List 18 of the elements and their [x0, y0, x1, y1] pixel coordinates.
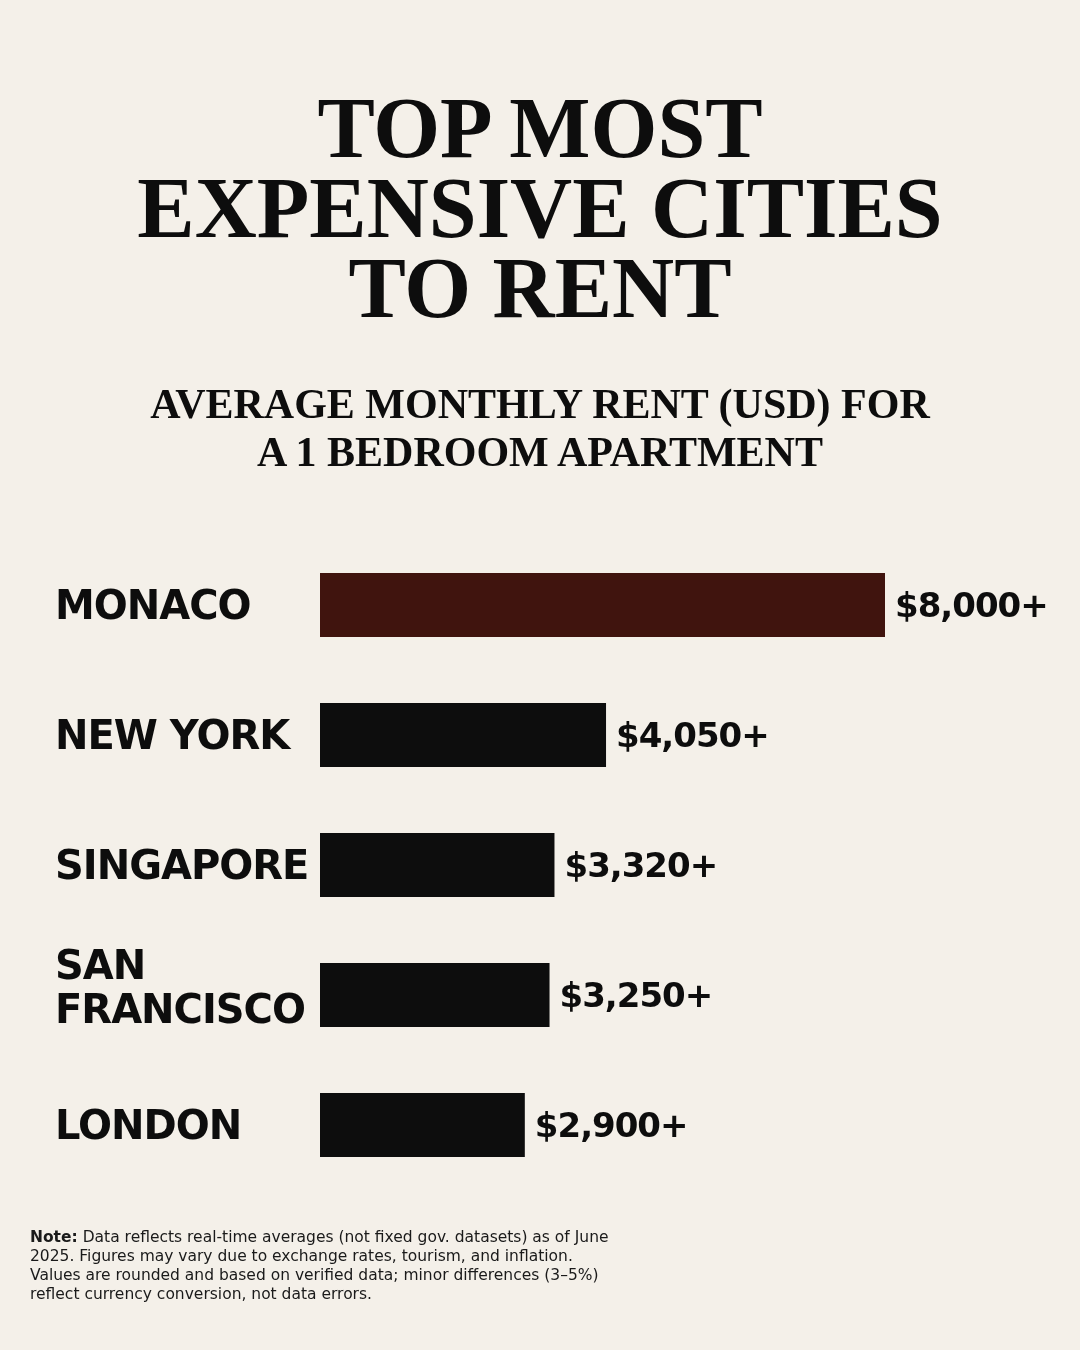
data-label: $2,900+	[534, 1105, 688, 1146]
y-tick-label: MONACO	[55, 582, 251, 628]
bar	[320, 1093, 525, 1157]
chart-subtitle: AVERAGE MONTHLY RENT (USD) FOR A 1 BEDROOM APARTMENT	[149, 380, 932, 476]
data-label: $3,320+	[564, 845, 718, 886]
y-tick-label: SAN FRANCISCO	[55, 942, 305, 1032]
bar	[320, 703, 607, 767]
bar	[320, 833, 555, 897]
y-tick-label: LONDON	[55, 1102, 242, 1148]
data-label: $8,000+	[895, 585, 1048, 626]
chart-title: TOP MOST EXPENSIVE CITIES TO RENT	[136, 80, 944, 336]
text: Note: Data reflects real-time averages (not fixed gov. datasets) as of June 2025. Figures may vary due to exchange rates, tourism, and inflation. Values are rounded and based on verified data; minor differences (3–5%) reflect currency conversion, not data errors.	[30, 1228, 610, 1304]
bar	[320, 963, 550, 1027]
y-tick-label: NEW YORK	[55, 712, 293, 758]
bar	[320, 573, 885, 637]
y-tick-label: SINGAPORE	[55, 842, 309, 888]
data-label: $3,250+	[559, 975, 713, 1016]
data-label: $4,050+	[616, 715, 769, 756]
